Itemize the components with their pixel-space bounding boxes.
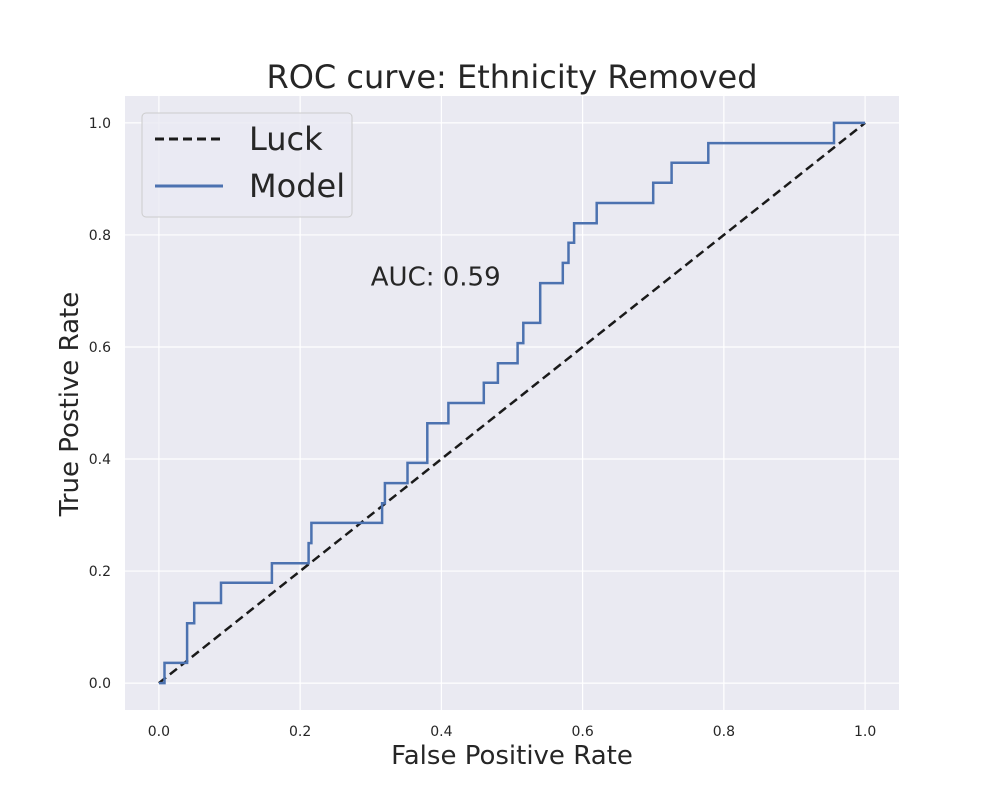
legend-label-luck: Luck <box>249 120 323 158</box>
auc-annotation: AUC: 0.59 <box>371 262 501 292</box>
y-tick-label: 1.0 <box>89 116 111 132</box>
x-tick-label: 1.0 <box>854 724 876 740</box>
legend-label-model: Model <box>249 167 345 205</box>
x-tick-label: 0.0 <box>148 724 170 740</box>
x-tick-label: 0.8 <box>713 724 735 740</box>
x-axis-title: False Positive Rate <box>391 741 633 771</box>
y-tick-label: 0.2 <box>89 564 111 580</box>
x-tick-label: 0.4 <box>430 724 452 740</box>
y-tick-label: 0.6 <box>89 340 111 356</box>
y-tick-label: 0.8 <box>89 228 111 244</box>
series-layer <box>158 121 866 685</box>
y-axis-title: True Postive Rate <box>55 292 85 517</box>
y-tick-label: 0.4 <box>89 452 111 468</box>
legend-box <box>141 112 353 218</box>
x-tick-label: 0.2 <box>289 724 311 740</box>
legend: Luck Model <box>141 112 353 218</box>
grid-lines <box>125 96 899 710</box>
series-line-model <box>158 121 866 685</box>
x-tick-label: 0.6 <box>571 724 593 740</box>
y-tick-labels: 0.0 0.2 0.4 0.6 0.8 1.0 <box>89 116 111 692</box>
chart-title: ROC curve: Ethnicity Removed <box>266 58 757 96</box>
x-tick-labels: 0.0 0.2 0.4 0.6 0.8 1.0 <box>148 724 876 740</box>
series-line-luck <box>158 121 866 685</box>
y-tick-label: 0.0 <box>89 676 111 692</box>
